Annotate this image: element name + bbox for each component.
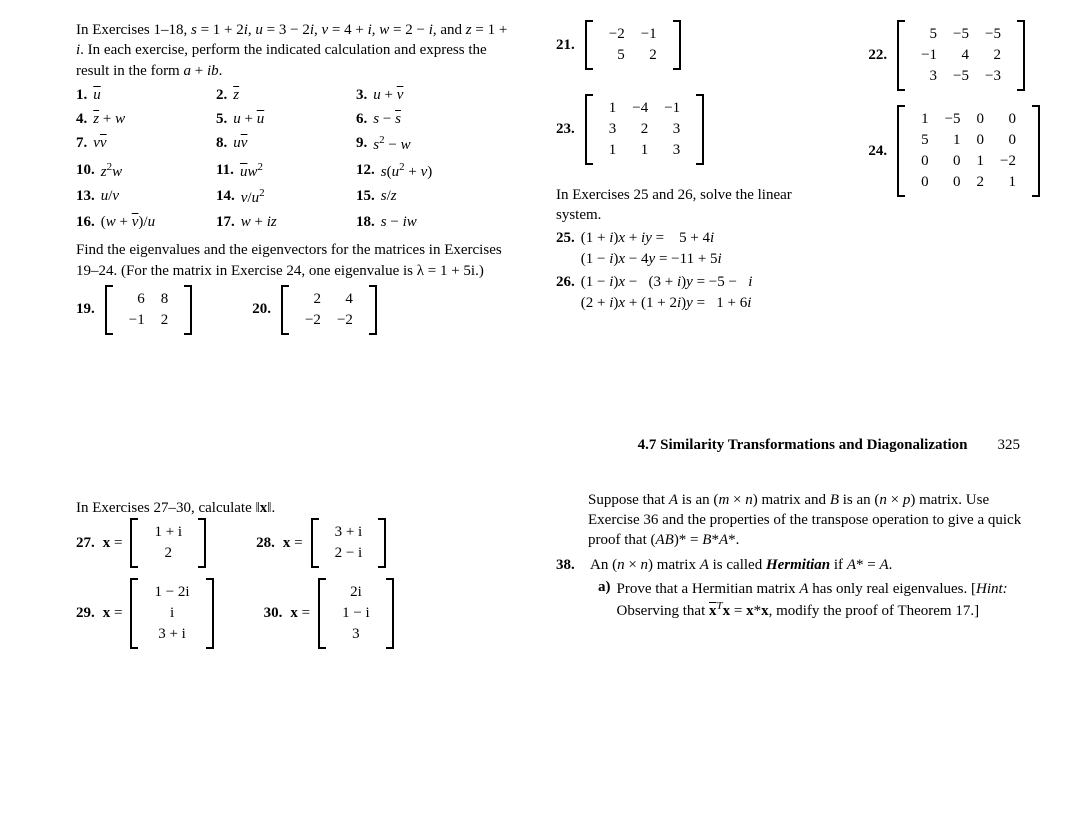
exercise-11: 11.uw2: [216, 160, 356, 182]
exercise-19: 19. 68−12: [76, 285, 192, 335]
matrix-21: −2−152: [585, 20, 681, 70]
vector-27: 1 + i2: [130, 518, 206, 568]
col-22-24: 22. 5−5−5 −142 3−5−3 24. 1−500 5100 001−…: [868, 20, 1040, 349]
matrices-19-20: 19. 68−12 20. 24−2−2: [76, 285, 516, 349]
exercise-25: 25.(1 + i)x + iy = 5 + 4i 25.(1 − i)x − …: [556, 228, 818, 270]
vector-30: 2i1 − i3: [318, 578, 394, 649]
top-section: In Exercises 1–18, s = 1 + 2i, u = 3 − 2…: [0, 0, 1080, 359]
exercise-26: 26.(1 − i)x − (3 + i)y = −5 − i 26.(2 + …: [556, 272, 818, 314]
exercise-16: 16.(w + v)/u: [76, 212, 216, 232]
instructions-25-26: In Exercises 25 and 26, solve the linear…: [556, 185, 818, 226]
col-21-23: 21. −2−152 23. 1−4−1 323 113 In Exercise…: [556, 20, 818, 349]
exercise-30: 30. x = 2i1 − i3: [264, 578, 394, 649]
exercise-9: 9.s2 − w: [356, 133, 516, 155]
vector-28: 3 + i2 − i: [311, 518, 387, 568]
exercise-28: 28. x = 3 + i2 − i: [256, 518, 386, 568]
page-header: 4.7 Similarity Transformations and Diago…: [0, 419, 1080, 460]
exercise-5: 5.u + u: [216, 109, 356, 129]
exercise-12: 12.s(u2 + v): [356, 160, 516, 182]
exercise-13: 13.u/v: [76, 186, 216, 208]
bottom-section: In Exercises 27–30, calculate ‖x‖. 27. x…: [0, 460, 1080, 669]
bottom-right-column: Suppose that A is an (m × n) matrix and …: [556, 490, 1040, 659]
instructions-19-24: Find the eigenvalues and the eigenvector…: [76, 240, 516, 281]
matrix-22: 5−5−5 −142 3−5−3: [897, 20, 1025, 91]
exercise-23: 23. 1−4−1 323 113: [556, 94, 818, 165]
exercise-6: 6.s − s: [356, 109, 516, 129]
page-number: 325: [998, 437, 1021, 453]
right-column: 21. −2−152 23. 1−4−1 323 113 In Exercise…: [556, 20, 1040, 349]
exercise-21: 21. −2−152: [556, 20, 818, 70]
matrix-23: 1−4−1 323 113: [585, 94, 704, 165]
exercise-29: 29. x = 1 − 2ii3 + i: [76, 578, 214, 649]
exercise-17: 17.w + iz: [216, 212, 356, 232]
exercise-15: 15.s/z: [356, 186, 516, 208]
exercise-10: 10.z2w: [76, 160, 216, 182]
exercise-1: 1.u: [76, 85, 216, 105]
vector-29: 1 − 2ii3 + i: [130, 578, 213, 649]
exercise-22: 22. 5−5−5 −142 3−5−3: [868, 20, 1040, 91]
instructions-27-30: In Exercises 27–30, calculate ‖x‖.: [76, 498, 496, 518]
exercise-27: 27. x = 1 + i2: [76, 518, 206, 568]
exercise-2: 2.z: [216, 85, 356, 105]
problem-38a: a) Prove that a Hermitian matrix A has o…: [598, 579, 1040, 622]
exercise-3: 3.u + v: [356, 85, 516, 105]
matrix-20: 24−2−2: [281, 285, 377, 335]
section-title: 4.7 Similarity Transformations and Diago…: [638, 437, 968, 453]
exercise-4: 4.z + w: [76, 109, 216, 129]
bottom-left-column: In Exercises 27–30, calculate ‖x‖. 27. x…: [76, 490, 496, 659]
problem-37-text: Suppose that A is an (m × n) matrix and …: [588, 490, 1040, 551]
exercise-8: 8.uv: [216, 133, 356, 155]
exercise-20: 20. 24−2−2: [252, 285, 377, 335]
page-gap: [0, 359, 1080, 419]
problem-38: 38. An (n × n) matrix A is called Hermit…: [556, 555, 1040, 575]
vec-row-2: 29. x = 1 − 2ii3 + i 30. x = 2i1 − i3: [76, 578, 496, 659]
exercise-7: 7.vv: [76, 133, 216, 155]
exercise-14: 14.v/u2: [216, 186, 356, 208]
exercise-grid: 1.u 2.z 3.u + v 4.z + w 5.u + u 6.s − s …: [76, 85, 516, 233]
matrix-24: 1−500 5100 001−2 0021: [897, 105, 1040, 197]
left-column: In Exercises 1–18, s = 1 + 2i, u = 3 − 2…: [76, 20, 516, 349]
matrix-19: 68−12: [105, 285, 192, 335]
exercise-24: 24. 1−500 5100 001−2 0021: [868, 105, 1040, 197]
vec-row-1: 27. x = 1 + i2 28. x = 3 + i2 − i: [76, 518, 496, 578]
intro-text: In Exercises 1–18, s = 1 + 2i, u = 3 − 2…: [76, 20, 516, 81]
exercise-18: 18.s − iw: [356, 212, 516, 232]
